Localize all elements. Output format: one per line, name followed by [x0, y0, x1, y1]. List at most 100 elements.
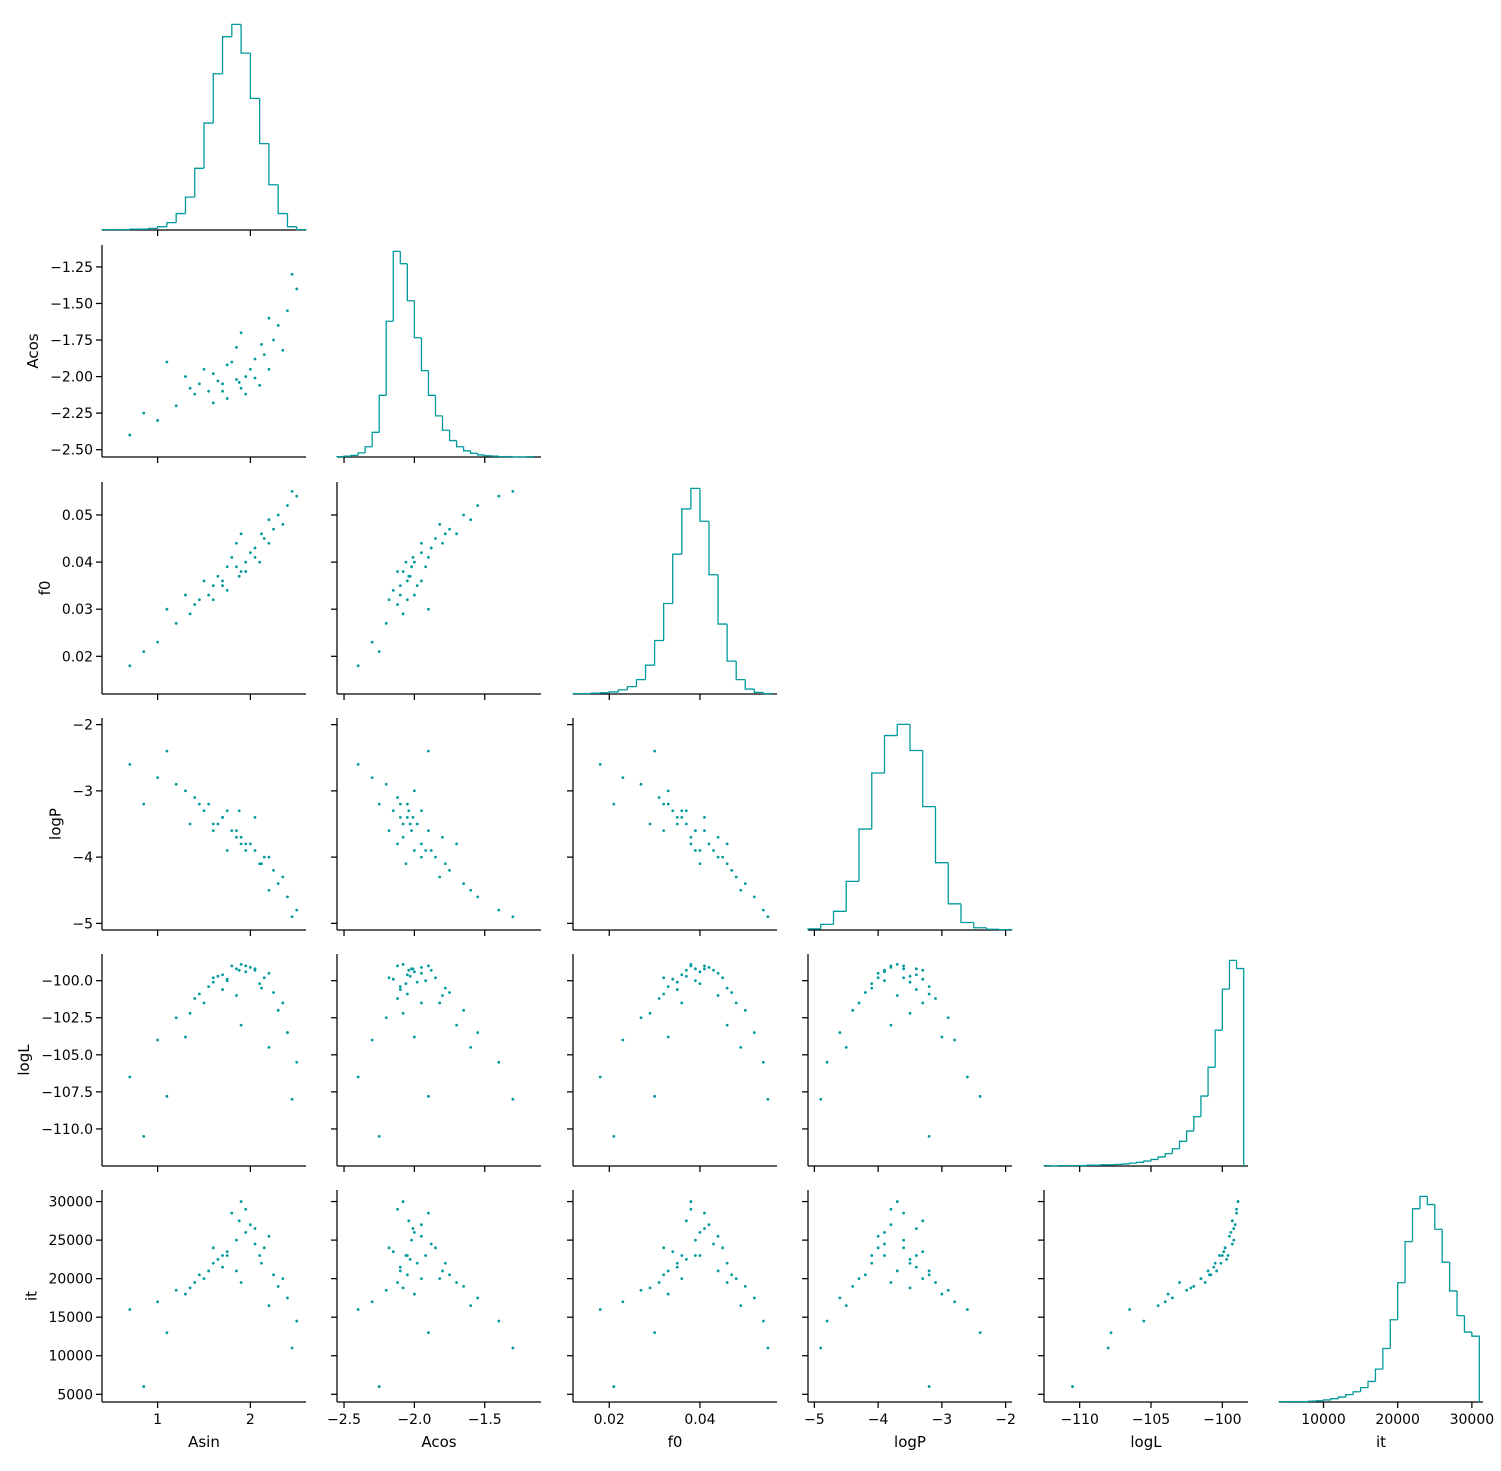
- scatter-point: [413, 561, 416, 564]
- x-tick-label: 10000: [1301, 1412, 1346, 1428]
- histogram-bin: [148, 228, 157, 229]
- histogram-bin: [1194, 1117, 1201, 1131]
- scatter-point: [427, 1331, 430, 1334]
- scatter-point: [406, 816, 409, 819]
- scatter-point: [1185, 1289, 1188, 1292]
- scatter-point: [235, 565, 238, 568]
- x-tick-label: −2.5: [327, 1412, 361, 1428]
- y-tick-label: −2: [72, 718, 93, 734]
- scatter-point: [658, 997, 661, 1000]
- scatter-point: [412, 556, 415, 559]
- scatter-point: [357, 1308, 360, 1311]
- scatter-point: [184, 594, 187, 597]
- scatter-point: [413, 970, 416, 973]
- scatter-point: [207, 803, 210, 806]
- scatter-point: [966, 1308, 969, 1311]
- scatter-point: [413, 1231, 416, 1234]
- scatter-point: [263, 1246, 266, 1249]
- scatter-point: [230, 1212, 233, 1215]
- scatter-point: [762, 1061, 765, 1064]
- scatter-point: [189, 1012, 192, 1015]
- scatter-point: [166, 1331, 169, 1334]
- histogram-bin: [250, 53, 259, 98]
- histogram-bin: [223, 37, 232, 74]
- scatter-point: [455, 842, 458, 845]
- scatter-point: [399, 988, 402, 991]
- histogram-bin: [700, 488, 709, 521]
- histogram-bin: [1420, 1196, 1427, 1208]
- scatter-point: [469, 1046, 472, 1049]
- scatter-point: [424, 1254, 427, 1257]
- scatter-point: [402, 1200, 405, 1203]
- scatter-point: [739, 1046, 742, 1049]
- histogram-bin: [1222, 989, 1229, 1030]
- histogram-bin: [763, 692, 772, 694]
- scatter-point: [966, 1076, 969, 1079]
- scatter-point: [235, 346, 238, 349]
- scatter-point: [235, 829, 238, 832]
- scatter-point: [128, 1308, 131, 1311]
- scatter-point: [689, 1208, 692, 1211]
- scatter-point: [189, 823, 192, 826]
- y-tick-label: 25000: [48, 1233, 93, 1249]
- scatter-point: [1237, 1200, 1240, 1203]
- scatter-point: [1221, 1254, 1224, 1257]
- scatter-point: [712, 969, 715, 972]
- scatter-point: [378, 1385, 381, 1388]
- scatter-point: [254, 967, 257, 970]
- scatter-point: [406, 973, 409, 976]
- scatter-point: [203, 1002, 206, 1005]
- scatter-point: [671, 809, 674, 812]
- scatter-point: [511, 915, 514, 918]
- scatter-point: [254, 1243, 257, 1246]
- scatter-point: [249, 1223, 252, 1226]
- scatter-point: [385, 1289, 388, 1292]
- scatter-point: [396, 842, 399, 845]
- scatter-point: [928, 1270, 931, 1273]
- scatter-point: [653, 1095, 656, 1098]
- scatter-point: [268, 1304, 271, 1307]
- scatter-point: [902, 1246, 905, 1249]
- scatter-point: [921, 1250, 924, 1253]
- scatter-point: [240, 1200, 243, 1203]
- scatter-point: [392, 809, 395, 812]
- scatter-point: [281, 349, 284, 352]
- scatter-point: [416, 981, 419, 984]
- scatter-point: [406, 1273, 409, 1276]
- scatter-point: [845, 1304, 848, 1307]
- scatter-point: [762, 1320, 765, 1323]
- scatter-point: [703, 964, 706, 967]
- histogram-bin: [859, 829, 872, 881]
- histogram-bin: [435, 395, 442, 416]
- scatter-point: [653, 750, 656, 753]
- scatter-point: [198, 993, 201, 996]
- scatter-point: [399, 816, 402, 819]
- scatter-point: [441, 836, 444, 839]
- scatter-point: [212, 402, 215, 405]
- scatter-point: [511, 1098, 514, 1101]
- y-axis-label: Acos: [24, 333, 42, 368]
- scatter-point: [388, 976, 391, 979]
- scatter-point: [767, 1098, 770, 1101]
- histogram-bin: [754, 689, 763, 692]
- scatter-point: [263, 537, 266, 540]
- scatter-point: [272, 1273, 275, 1276]
- scatter-point: [662, 1246, 665, 1249]
- scatter-point: [476, 504, 479, 507]
- scatter-point: [198, 803, 201, 806]
- scatter-point: [689, 964, 692, 967]
- histogram-bin: [1353, 1392, 1360, 1395]
- scatter-point: [410, 565, 413, 568]
- scatter-point: [708, 842, 711, 845]
- scatter-point: [295, 1061, 298, 1064]
- scatter-point: [940, 1036, 943, 1039]
- scatter-point: [217, 1258, 220, 1261]
- histogram-bin: [664, 604, 673, 641]
- scatter-point: [249, 368, 252, 371]
- scatter-point: [189, 1287, 192, 1290]
- scatter-point: [291, 273, 294, 276]
- scatter-point: [193, 997, 196, 1000]
- y-axis-label: logL: [15, 1044, 33, 1076]
- scatter-point: [434, 856, 437, 859]
- scatter-point: [476, 1031, 479, 1034]
